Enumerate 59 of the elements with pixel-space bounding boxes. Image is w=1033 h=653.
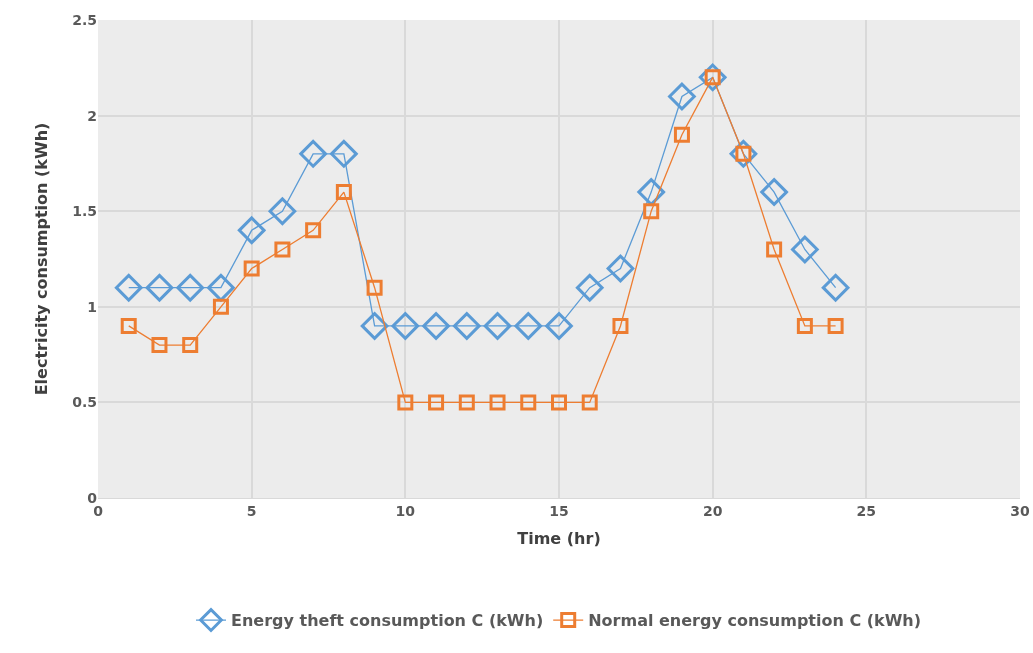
point <box>489 394 506 411</box>
y-tick-label: 1.5 <box>72 203 97 220</box>
point <box>397 394 414 411</box>
point <box>452 312 481 340</box>
point <box>827 317 844 334</box>
x-tick-label: 25 <box>856 502 877 519</box>
point <box>145 273 174 302</box>
point <box>612 317 629 334</box>
point <box>575 273 604 302</box>
point <box>520 394 537 411</box>
legend-label: Energy theft consumption C (kWh) <box>231 611 544 631</box>
x-tick-label: 20 <box>702 502 723 519</box>
point <box>360 312 389 340</box>
point <box>391 312 420 340</box>
point <box>483 312 512 340</box>
point <box>422 312 450 340</box>
point <box>796 317 813 334</box>
x-tick-label: 10 <box>395 502 416 519</box>
y-tick-label: 1 <box>87 298 97 315</box>
point <box>514 312 543 340</box>
y-tick-label: 0 <box>87 489 98 506</box>
point <box>643 203 660 220</box>
point <box>330 139 358 168</box>
point <box>120 317 137 334</box>
point <box>673 126 690 143</box>
point <box>551 394 567 411</box>
x-tick-label: 15 <box>549 502 569 519</box>
point <box>606 254 635 283</box>
point <box>668 82 696 111</box>
point <box>268 197 297 226</box>
x-axis-title: Time (hr) <box>517 529 601 549</box>
point <box>305 222 322 239</box>
point <box>243 260 260 277</box>
point <box>151 337 168 354</box>
y-tick-label: 2 <box>87 107 97 124</box>
point <box>182 337 199 354</box>
x-tick-label: 5 <box>246 502 257 519</box>
point <box>791 235 819 264</box>
legend-label: Normal energy consumption C (kWh) <box>588 611 922 631</box>
point <box>760 178 788 206</box>
y-tick-label: 0.5 <box>72 394 97 411</box>
point <box>458 394 475 411</box>
point <box>299 139 327 168</box>
y-tick-label: 2.5 <box>72 11 97 28</box>
point <box>545 312 573 340</box>
point <box>176 273 205 302</box>
point <box>237 216 266 245</box>
y-axis-title: Electricity consumption (kWh) <box>32 122 52 396</box>
point <box>212 298 229 315</box>
point <box>821 273 850 302</box>
x-tick-label: 30 <box>1010 502 1030 519</box>
point <box>274 241 291 258</box>
point <box>207 273 235 302</box>
point <box>581 394 598 411</box>
point <box>114 273 143 302</box>
point <box>335 184 352 201</box>
point <box>428 394 445 411</box>
point <box>766 241 783 258</box>
point <box>366 279 383 296</box>
